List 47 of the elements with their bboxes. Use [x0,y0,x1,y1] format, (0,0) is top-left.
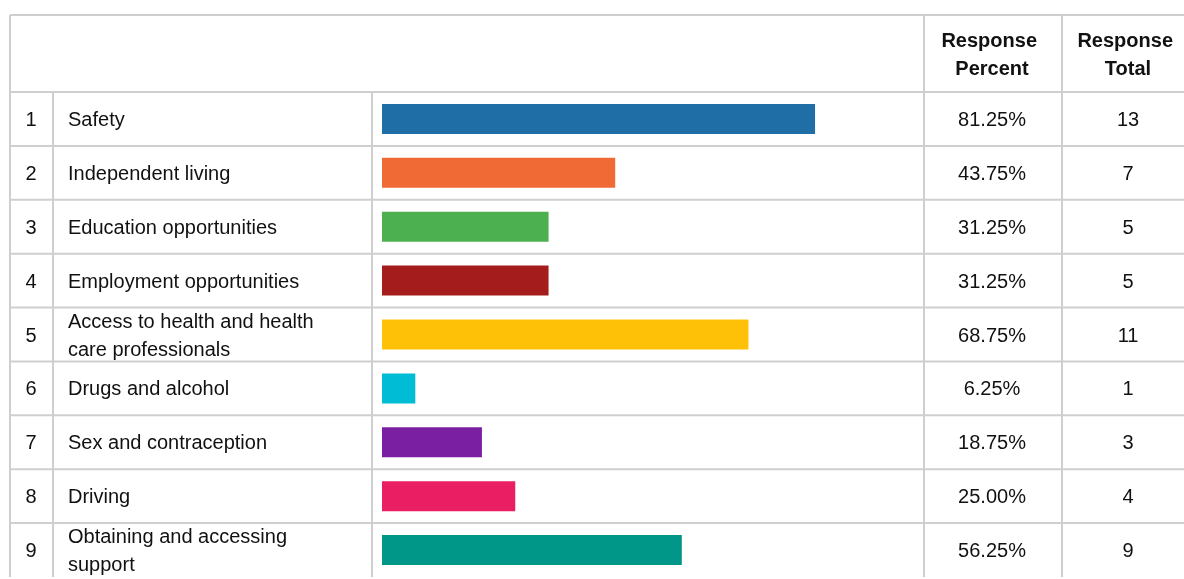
text: 1 [25,107,37,130]
y-tick-label: Driving [68,485,131,508]
bar [382,211,549,242]
text: 5 [1122,215,1134,238]
text: 6 [25,377,37,400]
bar [382,265,549,296]
text: 5 [25,323,37,346]
text: 8 [25,485,37,508]
text: 1 [1122,377,1134,400]
text: Response Total [1077,28,1179,79]
text: Response Percent [941,28,1043,79]
text: 7 [25,431,37,454]
y-tick-label: Obtaining and accessing support [68,525,293,576]
y-tick-label: Drugs and alcohol [68,377,230,400]
text: 11 [1117,323,1139,346]
data-label: 6.25% [963,377,1021,400]
text: 9 [1122,539,1134,562]
y-tick-label: Access to health and health care professionals [68,309,320,360]
text: 4 [25,269,37,292]
bar [382,427,482,458]
data-label: 81.25% [958,107,1027,130]
data-label: 18.75% [958,431,1027,454]
bar [382,535,682,566]
data-label: 25.00% [958,485,1027,508]
text: 9 [25,539,37,562]
data-label: 43.75% [958,161,1027,184]
text: 13 [1116,107,1140,130]
data-label: 56.25% [958,539,1027,562]
bar [382,481,516,512]
data-label: 68.75% [958,323,1027,346]
bar [382,103,816,134]
y-tick-label: Education opportunities [68,215,278,238]
bar [382,373,416,404]
text: 2 [25,161,37,184]
data-label: 31.25% [958,215,1027,238]
y-tick-label: Sex and contraception [68,431,268,454]
text: 7 [1122,161,1134,184]
text: 4 [1122,485,1134,508]
y-tick-label: Employment opportunities [68,269,300,292]
bar [382,157,616,188]
data-label: 31.25% [958,269,1027,292]
text: 3 [25,215,37,238]
text: 5 [1122,269,1134,292]
bar [382,319,749,350]
y-tick-label: Independent living [68,161,231,184]
y-tick-label: Safety [68,107,125,130]
text: 3 [1122,431,1134,454]
